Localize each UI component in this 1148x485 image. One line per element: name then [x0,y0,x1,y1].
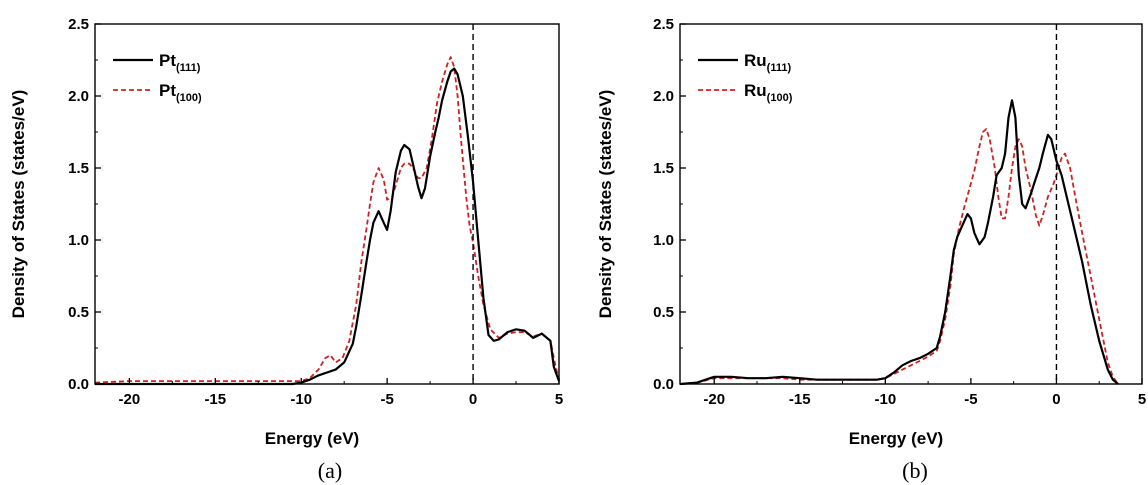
y-tick-label: 1.5 [68,160,89,177]
panel-label: (a) [318,458,342,483]
chart-panel-b: -20 -15 -10 -5 0 5 0.0 0.5 1.0 1.5 2.0 2.5 Energy (e… [596,16,1146,483]
legend-entry-100: Ru(100) [744,81,793,104]
x-axis-title: Energy (eV) [265,429,359,448]
legend-series-subscript: (111) [176,62,201,74]
y-tick-label: 2.0 [653,88,674,105]
series-line-pt-111 [95,67,561,386]
legend-series-subscript: (100) [176,92,202,104]
y-tick-label: 2.5 [68,16,89,33]
legend-series-name: Ru [744,81,767,100]
legend-entry-111: Pt(111) [159,51,201,74]
y-axis-title: Density of States (states/eV) [596,90,615,319]
plot-frame [679,23,1143,385]
chart-panel-a: -20 -15 -10 -5 0 5 0.0 0.5 1.0 1.5 2.0 2.5 Energy (e… [9,16,563,483]
x-tick-label: 5 [1138,391,1146,408]
x-tick-label: 0 [1052,391,1060,408]
x-axis-title: Energy (eV) [849,429,943,448]
legend-series-subscript: (100) [767,92,793,104]
x-tick-label: -5 [380,391,393,408]
legend-entry-100: Pt(100) [159,81,202,104]
x-tick-label: -10 [874,391,896,408]
x-tick-label: -5 [964,391,977,408]
y-tick-label: 0.5 [68,304,89,321]
legend-series-name: Pt [159,81,176,100]
y-tick-label: 1.0 [653,232,674,249]
plot-frame [94,23,560,385]
x-tick-label: -20 [119,391,141,408]
legend-series-subscript: (111) [767,62,792,74]
y-tick-label: 0.0 [653,376,674,393]
x-tick-label: 0 [469,391,477,408]
x-tick-label: -15 [204,391,226,408]
legend-series-name: Ru [744,51,767,70]
series-line-ru-100 [679,128,1119,385]
x-tick-label: 5 [555,391,563,408]
y-tick-label: 1.0 [68,232,89,249]
legend-entry-111: Ru(111) [744,51,791,74]
y-tick-label: 1.5 [653,160,674,177]
series-line-ru-111 [679,99,1119,386]
x-tick-label: -15 [789,391,811,408]
y-axis-title: Density of States (states/eV) [9,90,28,319]
legend-series-name: Pt [159,51,176,70]
panel-label: (b) [902,458,928,483]
x-tick-label: -20 [703,391,725,408]
series-line-pt-100 [94,56,560,384]
y-tick-label: 2.5 [653,16,674,33]
y-tick-label: 2.0 [68,88,89,105]
y-tick-label: 0.0 [68,376,89,393]
y-tick-label: 0.5 [653,304,674,321]
x-tick-label: -10 [290,391,312,408]
